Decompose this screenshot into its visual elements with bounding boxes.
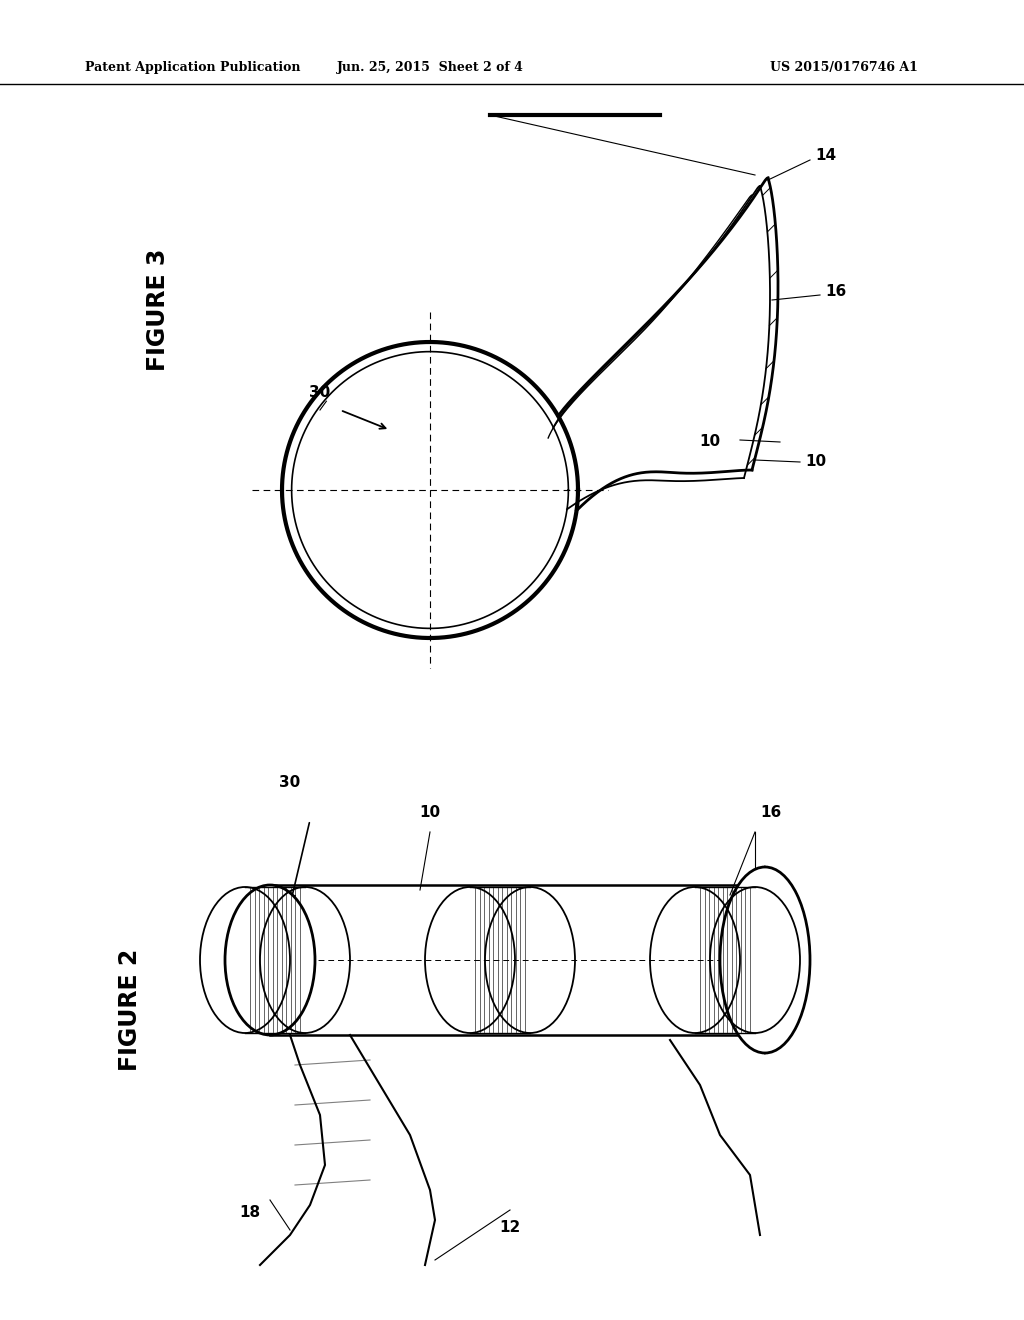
Text: 14: 14 (815, 148, 837, 162)
Text: 10: 10 (698, 434, 720, 450)
Text: FIGURE 3: FIGURE 3 (146, 248, 170, 371)
Text: 30: 30 (309, 385, 331, 400)
Text: 16: 16 (825, 285, 846, 300)
Text: FIGURE 2: FIGURE 2 (118, 949, 142, 1071)
Text: 30: 30 (280, 775, 301, 789)
Text: 16: 16 (760, 805, 781, 820)
Text: 12: 12 (500, 1220, 520, 1236)
Text: Jun. 25, 2015  Sheet 2 of 4: Jun. 25, 2015 Sheet 2 of 4 (337, 62, 523, 74)
Text: Patent Application Publication: Patent Application Publication (85, 62, 300, 74)
Text: 10: 10 (420, 805, 440, 820)
Ellipse shape (225, 884, 315, 1035)
Text: US 2015/0176746 A1: US 2015/0176746 A1 (770, 62, 918, 74)
Text: 18: 18 (240, 1205, 260, 1220)
Text: 10: 10 (805, 454, 826, 470)
Ellipse shape (720, 867, 810, 1053)
